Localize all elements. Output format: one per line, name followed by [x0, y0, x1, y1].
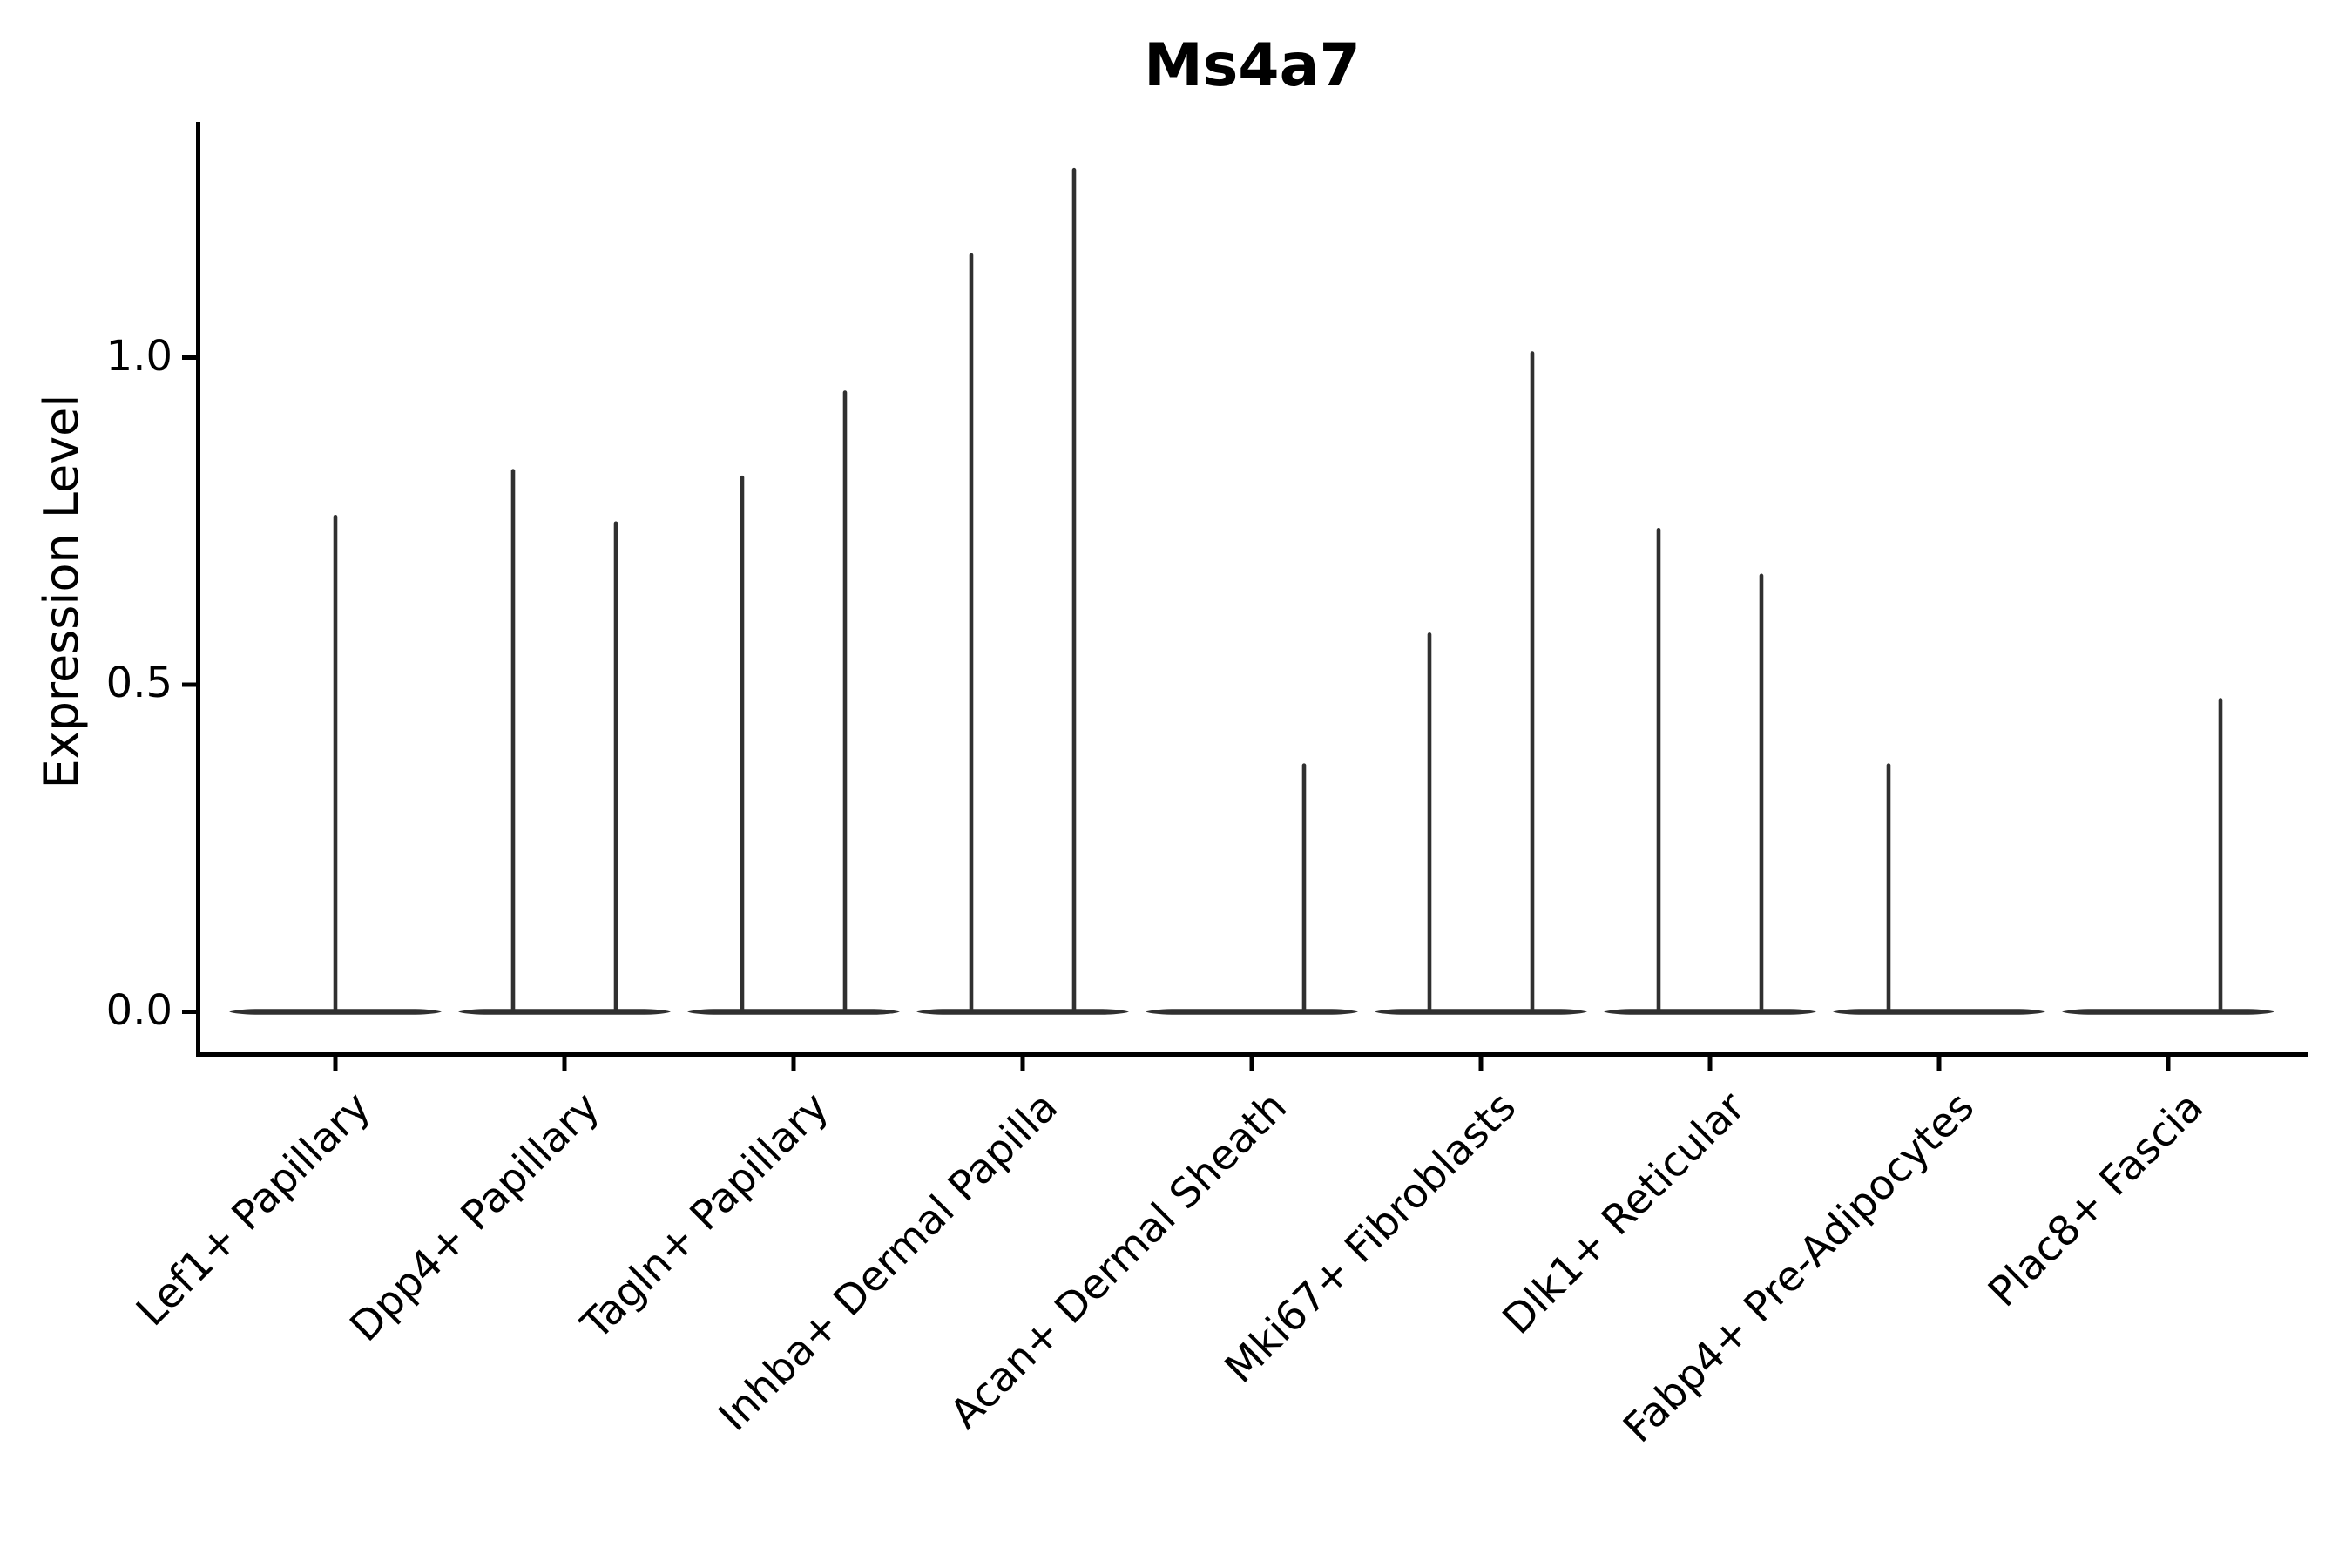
y-tick-mark — [182, 1010, 196, 1014]
y-tick-mark — [182, 355, 196, 360]
violin-body — [1375, 1009, 1587, 1015]
x-tick-mark — [2166, 1057, 2171, 1071]
x-tick-mark — [1478, 1057, 1484, 1071]
x-tick-mark — [1936, 1057, 1942, 1071]
violin-body — [2062, 1009, 2274, 1015]
x-tick-mark — [333, 1057, 338, 1071]
violin-body — [1604, 1009, 1816, 1015]
y-tick-mark — [182, 682, 196, 687]
chart-title: Ms4a7 — [1144, 31, 1361, 100]
x-tick-mark — [1020, 1057, 1025, 1071]
violin-body — [458, 1009, 671, 1015]
x-tick-mark — [562, 1057, 567, 1071]
x-tick-mark — [1249, 1057, 1254, 1071]
y-tick-label: 0.5 — [105, 659, 172, 708]
x-axis-spine — [196, 1052, 2308, 1057]
violin-body — [1833, 1009, 2045, 1015]
y-axis-spine — [196, 122, 200, 1057]
violin-body — [687, 1009, 900, 1015]
y-tick-label: 0.0 — [105, 985, 172, 1035]
x-tick-mark — [1707, 1057, 1713, 1071]
x-tick-mark — [791, 1057, 796, 1071]
y-tick-label: 1.0 — [105, 331, 172, 381]
violin-body — [916, 1009, 1129, 1015]
violin-body — [1146, 1009, 1358, 1015]
